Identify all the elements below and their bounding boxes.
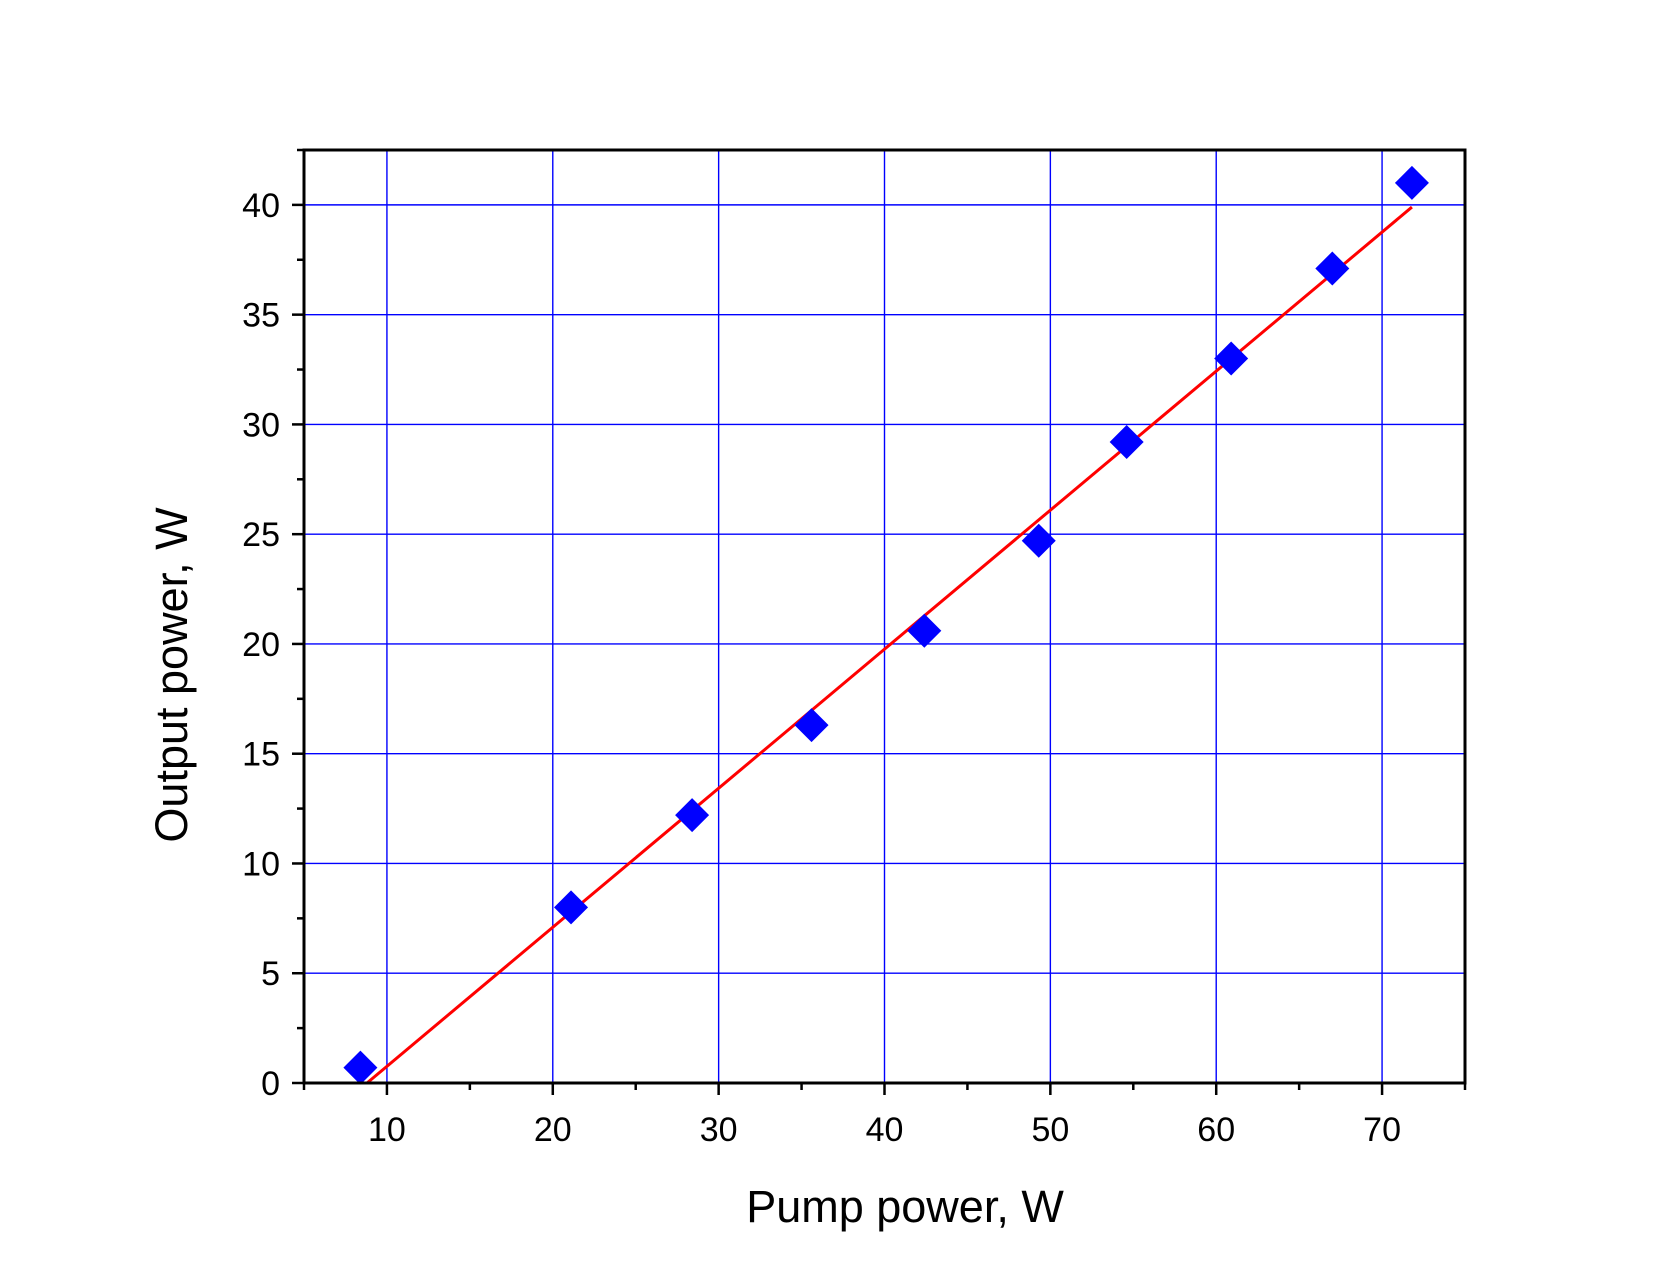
data-point-marker: [675, 798, 710, 833]
x-tick-label: 40: [866, 1111, 904, 1149]
y-tick-label: 30: [242, 406, 280, 444]
y-tick-label: 35: [242, 297, 280, 335]
data-point-marker: [794, 708, 829, 743]
x-tick-label: 60: [1197, 1111, 1235, 1149]
fit-line-group: [366, 205, 1413, 1085]
data-point-marker: [907, 613, 942, 648]
y-tick-label: 20: [242, 626, 280, 664]
y-tick-label: 40: [242, 187, 280, 225]
ticks: [292, 148, 1467, 1095]
x-tick-label: 30: [700, 1111, 738, 1149]
data-markers: [343, 165, 1429, 1085]
grid: [304, 150, 1465, 1083]
data-point-marker: [1021, 523, 1056, 558]
data-point-marker: [343, 1050, 378, 1085]
y-tick-label: 0: [261, 1065, 280, 1103]
x-tick-label: 20: [534, 1111, 572, 1149]
y-axis-title: Output power, W: [146, 507, 197, 843]
x-tick-label: 10: [368, 1111, 406, 1149]
x-axis-title: Pump power, W: [746, 1181, 1064, 1232]
y-tick-label: 15: [242, 736, 280, 774]
tick-labels: 10 20 30 40 50 60 70 0 5 10 15 20 25 30 35 40: [242, 187, 1401, 1149]
x-tick-label: 70: [1363, 1111, 1401, 1149]
data-point-marker: [1214, 341, 1249, 376]
data-point-marker: [1109, 424, 1144, 459]
data-point-marker: [554, 890, 589, 925]
y-tick-label: 25: [242, 516, 280, 554]
data-point-marker: [1394, 165, 1429, 200]
y-tick-label: 10: [242, 845, 280, 883]
fit-line: [366, 205, 1413, 1085]
x-tick-label: 50: [1031, 1111, 1069, 1149]
data-point-marker: [1315, 251, 1350, 286]
y-tick-label: 5: [261, 955, 280, 993]
